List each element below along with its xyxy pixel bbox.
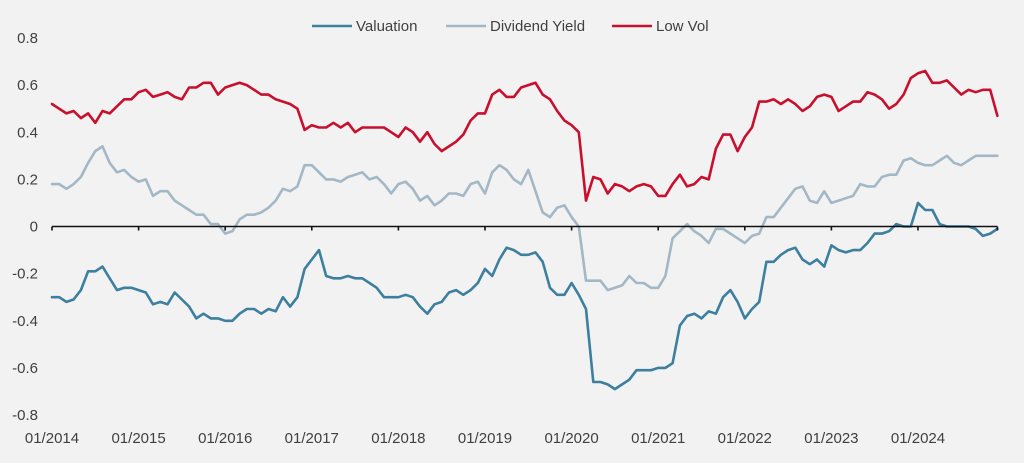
x-tick-label: 01/2016 [198, 430, 252, 447]
legend-label: Low Vol [656, 18, 709, 35]
x-tick-label: 01/2018 [371, 430, 425, 447]
x-tick-label: 01/2017 [285, 430, 339, 447]
x-axis: 01/2014 01/2015 01/2016 01/2017 01/2018 01/20… [25, 430, 945, 447]
x-tick-label: 01/2023 [804, 430, 858, 447]
x-tick-label: 01/2024 [891, 430, 945, 447]
x-tick-label: 01/2019 [458, 430, 512, 447]
y-tick-label: 0.2 [17, 171, 38, 188]
x-tick-label: 01/2015 [111, 430, 165, 447]
legend-label: Dividend Yield [490, 18, 585, 35]
y-tick-label: -0.4 [12, 313, 38, 330]
x-tick-label: 01/2020 [544, 430, 598, 447]
y-tick-label: -0.8 [12, 407, 38, 424]
series-line-dividend-yield [50, 145, 999, 292]
legend-item: Dividend Yield [446, 18, 585, 35]
zero-axis [51, 225, 999, 231]
y-tick-label: -0.6 [12, 360, 38, 377]
series-line-low-vol [50, 69, 999, 202]
x-tick-label: 01/2021 [631, 430, 685, 447]
legend-item: Valuation [312, 18, 417, 35]
legend: Valuation Dividend Yield Low Vol [312, 18, 709, 35]
x-tick-label: 01/2014 [25, 430, 79, 447]
x-tick-label: 01/2022 [718, 430, 772, 447]
y-tick-label: -0.2 [12, 266, 38, 283]
series-line-valuation [50, 201, 999, 391]
y-tick-label: 0.4 [17, 124, 38, 141]
y-tick-label: 0.8 [17, 30, 38, 47]
y-tick-label: 0 [30, 219, 38, 236]
y-axis: 0.8 0.6 0.4 0.2 0 -0.2 -0.4 -0.6 -0.8 [12, 30, 38, 424]
legend-item: Low Vol [612, 18, 709, 35]
legend-label: Valuation [356, 18, 417, 35]
series-group [50, 69, 999, 391]
y-tick-label: 0.6 [17, 77, 38, 94]
